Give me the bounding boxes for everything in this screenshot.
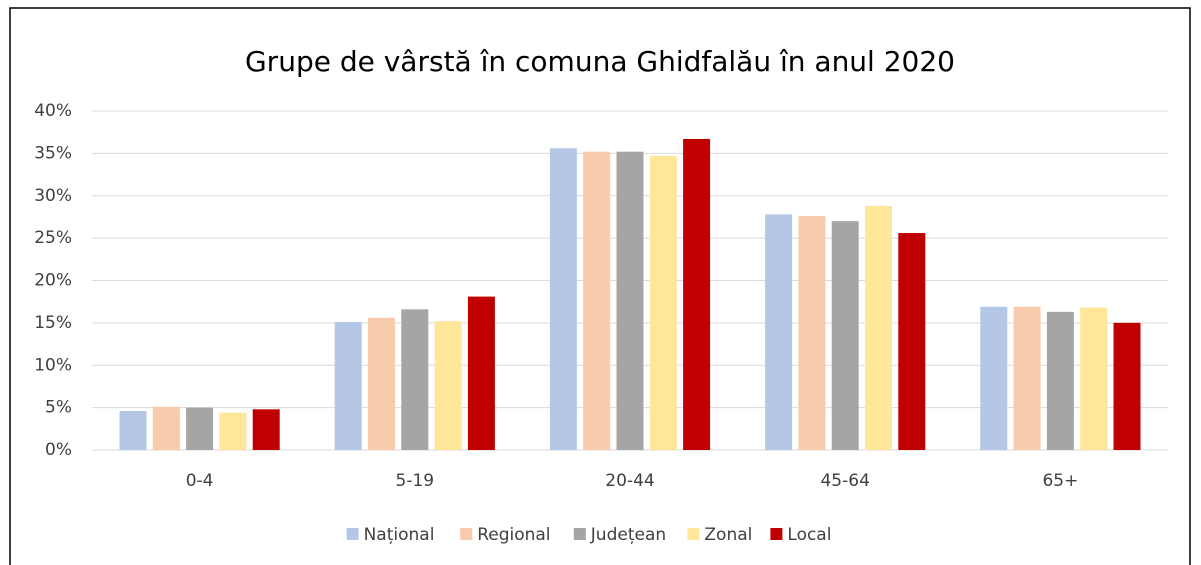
bar: [467, 296, 495, 450]
bar: [583, 151, 611, 450]
legend-label: Județean: [590, 525, 666, 545]
bar: [549, 148, 577, 451]
y-tick-label: 10%: [34, 355, 72, 375]
y-tick-label: 5%: [45, 398, 72, 418]
bar: [798, 216, 826, 450]
legend-label: Regional: [477, 525, 550, 545]
bar: [119, 411, 147, 450]
bar: [683, 138, 711, 450]
legend-swatch: [687, 528, 700, 540]
legend-label: Zonal: [704, 525, 752, 545]
bar: [368, 317, 395, 450]
bar: [831, 221, 859, 450]
x-tick-label: 5-19: [396, 471, 435, 491]
bar: [1046, 311, 1074, 450]
chart-title: Grupe de vârstă în comuna Ghidfalău în a…: [245, 45, 955, 78]
bar: [401, 309, 429, 450]
bar: [152, 406, 180, 450]
bar: [616, 151, 644, 450]
bar: [865, 205, 892, 450]
bar: [1013, 306, 1041, 450]
bar: [1080, 307, 1108, 450]
x-tick-label: 65+: [1042, 471, 1078, 491]
bar: [898, 233, 926, 450]
x-tick-label: 45-64: [820, 471, 869, 491]
bar: [765, 214, 793, 450]
y-tick-label: 25%: [34, 228, 72, 248]
y-tick-label: 15%: [34, 313, 72, 333]
bar: [252, 409, 280, 450]
x-tick-label: 0-4: [186, 471, 214, 491]
legend-swatch: [460, 528, 473, 540]
legend-label: Local: [787, 525, 831, 545]
y-tick-label: 0%: [45, 440, 72, 460]
y-tick-label: 40%: [34, 101, 72, 121]
legend-swatch: [346, 528, 359, 540]
y-tick-label: 35%: [34, 143, 72, 163]
bar: [434, 321, 462, 450]
bar: [334, 322, 362, 450]
bar: [219, 412, 247, 450]
legend-swatch: [573, 528, 586, 540]
x-tick-label: 20-44: [605, 471, 654, 491]
legend-label: Național: [364, 525, 435, 545]
bar: [649, 155, 677, 451]
bar: [1113, 322, 1141, 450]
bar: [186, 407, 214, 450]
y-tick-label: 20%: [34, 271, 72, 291]
legend-swatch: [770, 528, 783, 540]
bar: [980, 306, 1008, 450]
y-tick-label: 30%: [34, 186, 72, 206]
